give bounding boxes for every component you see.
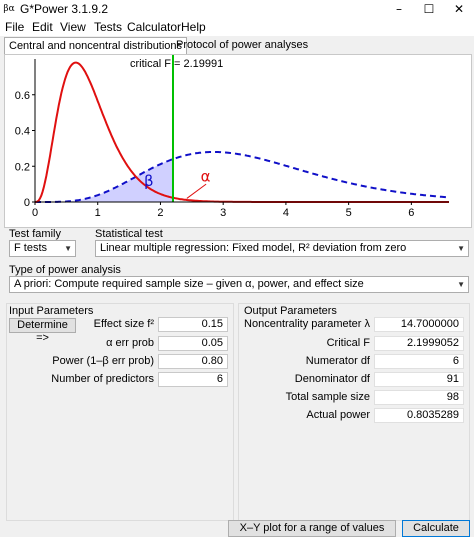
chevron-down-icon: ▼ xyxy=(457,244,465,253)
x-tick-label: 1 xyxy=(95,207,101,219)
x-tick-label: 4 xyxy=(283,207,289,219)
output-parameters-title: Output Parameters xyxy=(244,305,337,317)
numerator-df-output: 6 xyxy=(374,354,464,369)
effect-size-input[interactable]: 0.15 xyxy=(158,317,228,332)
menu-view[interactable]: View xyxy=(60,20,86,34)
critical-f-output-label: Critical F xyxy=(326,337,370,349)
x-tick-label: 3 xyxy=(220,207,226,219)
tab-protocol[interactable]: Protocol of power analyses xyxy=(176,39,309,51)
chevron-down-icon: ▼ xyxy=(64,244,72,253)
actual-power-output: 0.8035289 xyxy=(374,408,464,423)
input-parameters-group xyxy=(6,303,234,521)
effect-size-label: Effect size f² xyxy=(93,318,154,330)
y-tick-label: 0.6 xyxy=(15,90,30,102)
menu-calculator[interactable]: Calculator xyxy=(127,20,182,34)
chevron-down-icon: ▼ xyxy=(457,280,465,289)
total-sample-size-label: Total sample size xyxy=(285,391,370,403)
tab-distributions[interactable]: Central and noncentral distributions xyxy=(4,37,188,54)
predictors-label: Number of predictors xyxy=(51,373,154,385)
alpha-label: α xyxy=(201,167,211,185)
beta-area xyxy=(35,159,173,202)
app-icon: βα xyxy=(3,4,15,14)
menu-bar: File Edit View Tests Calculator Help xyxy=(0,18,474,36)
noncentral-f-curve xyxy=(35,151,450,203)
menu-tests[interactable]: Tests xyxy=(94,20,123,34)
denominator-df-label: Denominator df xyxy=(294,373,370,385)
menu-help[interactable]: Help xyxy=(181,20,206,34)
y-tick-label: 0.2 xyxy=(15,161,30,173)
numerator-df-label: Numerator df xyxy=(305,355,370,367)
window-title: G*Power 3.1.9.2 xyxy=(20,2,109,16)
menu-edit[interactable]: Edit xyxy=(32,20,53,34)
x-tick-label: 2 xyxy=(157,207,163,219)
determine-button[interactable]: Determine => xyxy=(9,318,76,344)
menu-file[interactable]: File xyxy=(5,20,25,34)
test-family-value: F tests xyxy=(14,242,48,254)
alpha-pointer-line xyxy=(186,183,207,199)
xy-plot-button[interactable]: X–Y plot for a range of values xyxy=(228,520,396,537)
actual-power-label: Actual power xyxy=(306,409,370,421)
total-sample-size-output: 98 xyxy=(374,390,464,405)
central-f-curve xyxy=(34,61,449,203)
alpha-err-label: α err prob xyxy=(106,337,154,349)
power-analysis-value: A priori: Compute required sample size –… xyxy=(14,278,364,290)
power-analysis-label: Type of power analysis xyxy=(9,264,121,276)
alpha-err-input[interactable]: 0.05 xyxy=(158,336,228,351)
maximize-icon[interactable]: ☐ xyxy=(423,2,435,16)
noncentrality-label: Noncentrality parameter λ xyxy=(244,318,370,330)
critical-f-output: 2.1999052 xyxy=(374,336,464,351)
denominator-df-output: 91 xyxy=(374,372,464,387)
test-family-label: Test family xyxy=(9,228,61,240)
y-tick-label: 0 xyxy=(24,197,30,209)
calculate-button[interactable]: Calculate xyxy=(402,520,470,537)
beta-label: β xyxy=(144,172,154,190)
statistical-test-value: Linear multiple regression: Fixed model,… xyxy=(100,242,407,254)
test-family-select[interactable]: F tests ▼ xyxy=(9,240,76,257)
input-parameters-title: Input Parameters xyxy=(9,305,94,317)
power-analysis-select[interactable]: A priori: Compute required sample size –… xyxy=(9,276,469,293)
x-tick-label: 6 xyxy=(408,207,414,219)
title-bar: βα G*Power 3.1.9.2 – ☐ ✕ xyxy=(0,0,474,18)
x-tick-label: 0 xyxy=(32,207,38,219)
close-icon[interactable]: ✕ xyxy=(453,2,465,16)
x-tick-label: 5 xyxy=(346,207,352,219)
minimize-icon[interactable]: – xyxy=(396,2,402,16)
predictors-input[interactable]: 6 xyxy=(158,372,228,387)
critical-f-label: critical F = 2.19991 xyxy=(130,58,223,70)
noncentrality-output: 14.7000000 xyxy=(374,317,464,332)
power-input[interactable]: 0.80 xyxy=(158,354,228,369)
power-label: Power (1–β err prob) xyxy=(52,355,154,367)
statistical-test-select[interactable]: Linear multiple regression: Fixed model,… xyxy=(95,240,469,257)
tab-strip: Central and noncentral distributions Pro… xyxy=(0,36,474,54)
statistical-test-label: Statistical test xyxy=(95,228,163,240)
y-tick-label: 0.4 xyxy=(15,126,30,138)
